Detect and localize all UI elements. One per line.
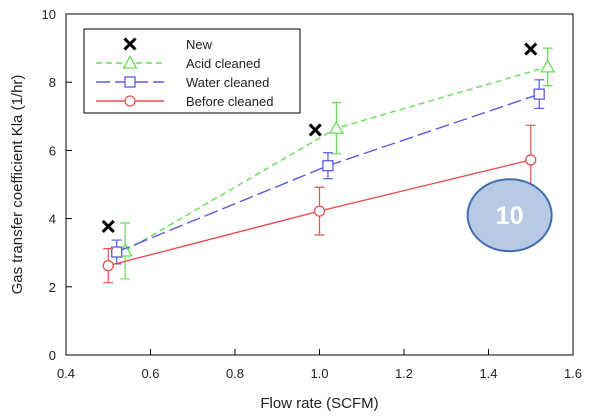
data-point [533,88,545,100]
legend-label: Water cleaned [186,75,269,90]
data-point [102,260,114,272]
y-tick-label: 0 [49,348,56,363]
legend: New Acid cleaned Water cleaned Before clean… [83,28,301,114]
data-point [524,42,538,56]
annotation-ellipse [466,178,553,253]
series-layer [101,42,556,284]
series-new [101,42,538,234]
legend-label: Acid cleaned [186,56,260,71]
legend-marker [123,37,137,51]
x-tick-label: 1.4 [479,366,497,381]
y-tick-label: 6 [49,143,56,158]
y-tick-label: 4 [49,212,56,227]
y-tick-label: 8 [49,75,56,90]
data-point [313,205,326,217]
legend-box [83,28,301,114]
x-tick-label: 1.6 [564,366,582,381]
x-tick-label: 1.2 [395,366,413,381]
legend-item: New [123,37,213,52]
x-tick-label: 0.6 [141,366,159,381]
data-point [525,154,537,166]
x-axis-label: Flow rate (SCFM) [260,395,378,412]
data-point [308,123,322,137]
data-point [101,219,115,234]
y-axis-label: Gas transfer coefficient Kla (1/hr) [9,75,26,295]
y-tick-label: 2 [49,280,56,295]
data-point [540,59,556,73]
legend-marker [124,95,136,107]
legend-item: Acid cleaned [96,55,260,71]
data-point [322,160,334,172]
series-acid-cleaned [117,47,556,280]
data-point [328,120,345,134]
legend-marker [124,76,136,88]
legend-label: Before cleaned [186,94,273,109]
legend-item: Water cleaned [96,75,269,90]
x-tick-label: 0.4 [57,366,75,381]
x-tick-label: 0.8 [226,366,244,381]
legend-label: New [186,37,213,52]
legend-marker [122,55,138,69]
x-axis-ticks: 0.4 0.6 0.8 1.0 1.2 1.4 1.6 [57,349,582,381]
annotation-text: 10 [496,202,524,230]
y-axis-ticks: 0 2 4 6 8 10 [42,7,72,363]
legend-item: Before cleaned [96,94,273,109]
y-tick-label: 10 [42,7,56,22]
x-tick-label: 1.0 [310,366,328,381]
annotation-badge: 10 [466,178,553,253]
data-point [111,246,123,258]
